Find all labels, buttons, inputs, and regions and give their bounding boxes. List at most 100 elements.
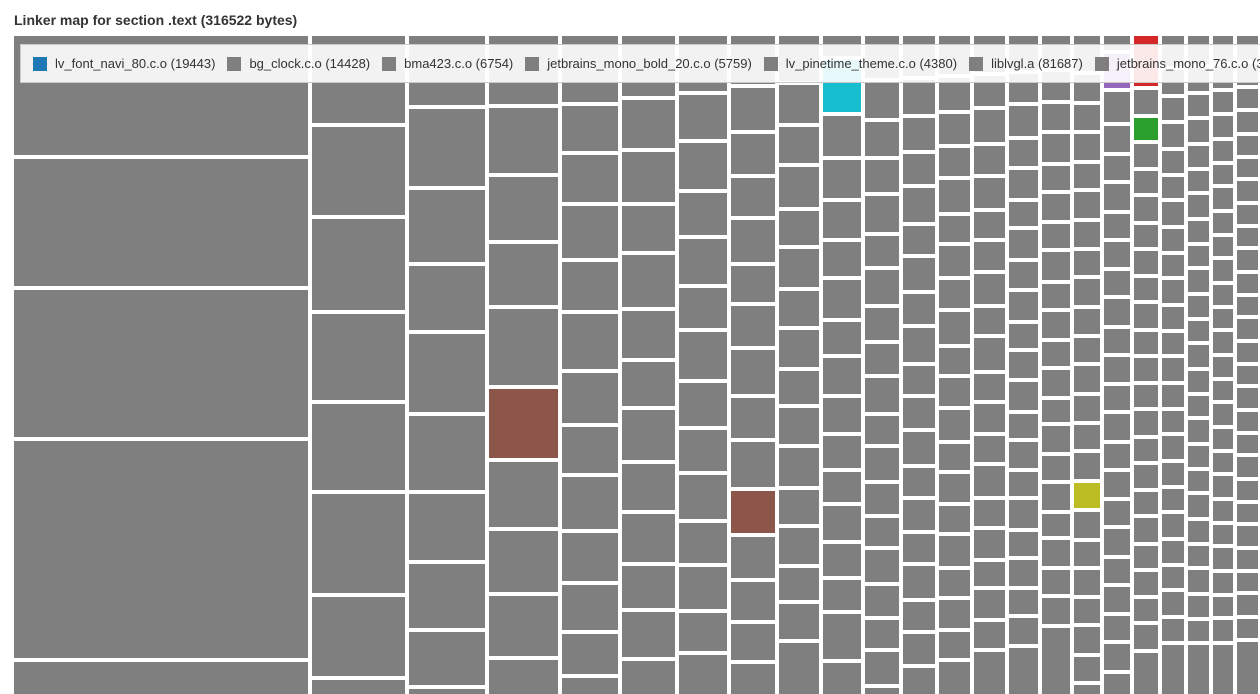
treemap-cell[interactable] bbox=[1162, 255, 1184, 276]
treemap-cell[interactable] bbox=[1237, 181, 1258, 201]
treemap-cell[interactable] bbox=[14, 290, 308, 437]
treemap-cell-highlight[interactable] bbox=[1134, 118, 1158, 140]
treemap-cell[interactable] bbox=[1237, 343, 1258, 362]
treemap-cell[interactable] bbox=[1074, 627, 1100, 653]
treemap-cell[interactable] bbox=[622, 206, 675, 251]
treemap-cell[interactable] bbox=[1188, 120, 1209, 142]
treemap-cell[interactable] bbox=[1074, 192, 1100, 218]
treemap-cell[interactable] bbox=[823, 398, 861, 432]
treemap-cell[interactable] bbox=[1042, 104, 1070, 130]
treemap-cell[interactable] bbox=[1188, 371, 1209, 392]
treemap-cell[interactable] bbox=[1213, 597, 1233, 616]
treemap-cell[interactable] bbox=[865, 378, 899, 412]
treemap-cell[interactable] bbox=[903, 328, 935, 362]
treemap-cell[interactable] bbox=[1213, 92, 1233, 112]
treemap-cell[interactable] bbox=[903, 294, 935, 324]
treemap-cell[interactable] bbox=[903, 226, 935, 254]
treemap-cell[interactable] bbox=[779, 371, 819, 404]
treemap-cell[interactable] bbox=[903, 118, 935, 150]
treemap-cell[interactable] bbox=[823, 472, 861, 502]
treemap-cell[interactable] bbox=[1134, 251, 1158, 274]
treemap-cell[interactable] bbox=[489, 108, 558, 173]
treemap-cell[interactable] bbox=[939, 570, 970, 596]
treemap-cell[interactable] bbox=[1009, 202, 1038, 226]
treemap-cell[interactable] bbox=[1134, 411, 1158, 435]
treemap-cell[interactable] bbox=[903, 188, 935, 222]
treemap-cell[interactable] bbox=[679, 95, 727, 139]
treemap-cell[interactable] bbox=[1162, 592, 1184, 615]
treemap-cell[interactable] bbox=[1162, 124, 1184, 147]
legend-item[interactable]: lv_font_navi_80.c.o (19443) bbox=[33, 56, 215, 71]
treemap-cell[interactable] bbox=[779, 408, 819, 444]
treemap-cell[interactable] bbox=[1162, 151, 1184, 173]
treemap-cell[interactable] bbox=[1042, 570, 1070, 594]
treemap-cell[interactable] bbox=[1104, 414, 1130, 440]
treemap-cell[interactable] bbox=[1237, 228, 1258, 246]
treemap-cell[interactable] bbox=[903, 398, 935, 428]
treemap-cell[interactable] bbox=[1213, 116, 1233, 137]
treemap-cell[interactable] bbox=[1213, 213, 1233, 233]
treemap-cell[interactable] bbox=[1009, 648, 1038, 694]
treemap-cell[interactable] bbox=[1188, 396, 1209, 416]
treemap-cell-highlight[interactable] bbox=[489, 389, 558, 458]
treemap-cell[interactable] bbox=[1009, 262, 1038, 288]
treemap-cell[interactable] bbox=[1134, 278, 1158, 300]
treemap-cell[interactable] bbox=[312, 314, 405, 400]
treemap-cell[interactable] bbox=[1237, 250, 1258, 270]
treemap-cell[interactable] bbox=[562, 477, 618, 529]
treemap-cell[interactable] bbox=[974, 308, 1005, 334]
treemap-cell[interactable] bbox=[1104, 299, 1130, 325]
treemap-cell[interactable] bbox=[1213, 548, 1233, 569]
treemap-cell[interactable] bbox=[1009, 382, 1038, 410]
treemap-cell[interactable] bbox=[1104, 644, 1130, 670]
treemap-cell[interactable] bbox=[823, 506, 861, 540]
treemap-cell[interactable] bbox=[14, 441, 308, 658]
treemap-cell[interactable] bbox=[1042, 134, 1070, 162]
treemap-cell[interactable] bbox=[1134, 439, 1158, 461]
treemap-cell[interactable] bbox=[1188, 471, 1209, 491]
treemap-cell[interactable] bbox=[1213, 381, 1233, 400]
treemap-cell[interactable] bbox=[14, 159, 308, 286]
treemap-cell[interactable] bbox=[1213, 332, 1233, 353]
treemap-cell[interactable] bbox=[939, 216, 970, 242]
treemap-cell[interactable] bbox=[1134, 518, 1158, 542]
treemap-cell[interactable] bbox=[1042, 284, 1070, 308]
legend-item[interactable]: liblvgl.a (81687) bbox=[969, 56, 1083, 71]
treemap-cell[interactable] bbox=[409, 689, 485, 694]
treemap-cell[interactable] bbox=[562, 155, 618, 202]
treemap-cell[interactable] bbox=[1162, 489, 1184, 510]
treemap-cell[interactable] bbox=[731, 88, 775, 130]
treemap-cell[interactable] bbox=[1009, 472, 1038, 496]
treemap-cell[interactable] bbox=[1009, 140, 1038, 166]
treemap-cell[interactable] bbox=[779, 211, 819, 245]
treemap-cell[interactable] bbox=[312, 680, 405, 694]
treemap-cell[interactable] bbox=[731, 178, 775, 216]
legend-item[interactable]: bg_clock.c.o (14428) bbox=[227, 56, 370, 71]
treemap-cell[interactable] bbox=[903, 154, 935, 184]
treemap-cell[interactable] bbox=[1213, 141, 1233, 161]
treemap-cell[interactable] bbox=[865, 344, 899, 374]
legend-item[interactable]: jetbrains_mono_76.c.o (3321) bbox=[1094, 56, 1260, 71]
treemap-cell[interactable] bbox=[1104, 214, 1130, 238]
treemap-cell[interactable] bbox=[865, 416, 899, 444]
treemap-cell[interactable] bbox=[823, 580, 861, 610]
treemap-cell[interactable] bbox=[1134, 653, 1158, 694]
treemap-cell[interactable] bbox=[823, 544, 861, 576]
treemap-cell[interactable] bbox=[679, 383, 727, 426]
treemap-cell[interactable] bbox=[679, 567, 727, 609]
treemap-cell[interactable] bbox=[939, 148, 970, 176]
treemap-cell[interactable] bbox=[939, 506, 970, 532]
treemap-cell[interactable] bbox=[779, 490, 819, 524]
treemap-cell[interactable] bbox=[731, 537, 775, 578]
treemap-cell[interactable] bbox=[1188, 171, 1209, 191]
treemap-cell[interactable] bbox=[865, 448, 899, 480]
treemap-cell[interactable] bbox=[865, 122, 899, 156]
treemap-cell[interactable] bbox=[903, 432, 935, 464]
treemap-cell[interactable] bbox=[1188, 420, 1209, 442]
treemap-cell[interactable] bbox=[1134, 572, 1158, 595]
treemap-cell[interactable] bbox=[1134, 171, 1158, 193]
treemap-cell[interactable] bbox=[562, 314, 618, 369]
treemap-cell[interactable] bbox=[1162, 385, 1184, 407]
treemap-cell[interactable] bbox=[779, 85, 819, 123]
treemap-cell[interactable] bbox=[409, 190, 485, 262]
